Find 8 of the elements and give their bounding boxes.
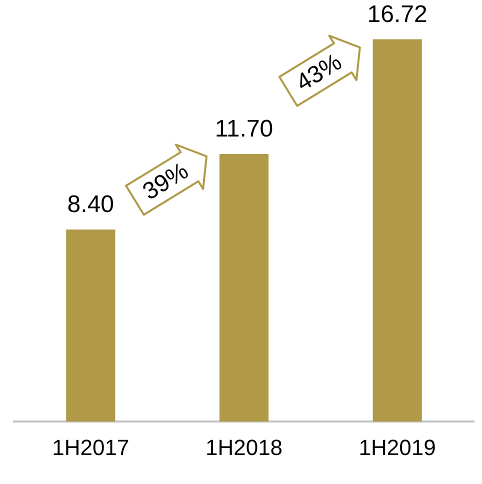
x-tick-label: 1H2019 [358, 434, 436, 460]
x-tick-label: 1H2018 [205, 434, 283, 460]
data-label: 11.70 [214, 116, 274, 143]
annotation: 43% [292, 48, 347, 97]
data-label: 8.40 [67, 191, 114, 218]
data-label: 16.72 [367, 0, 428, 28]
annotation: 39% [138, 157, 194, 206]
x-tick-label: 1H2017 [52, 434, 130, 460]
